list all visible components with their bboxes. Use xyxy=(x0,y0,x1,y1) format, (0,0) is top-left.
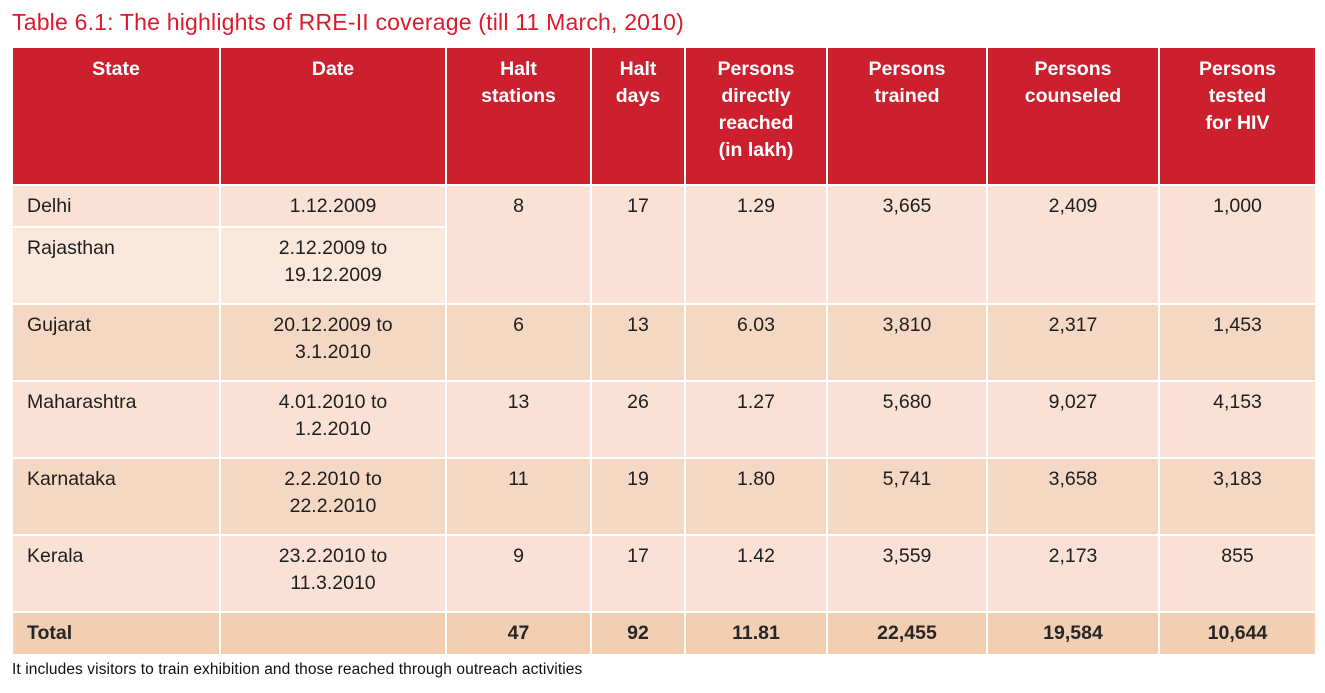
cell-directly-reached: 6.03 xyxy=(684,303,828,383)
col-header-counseled: Persons counseled xyxy=(986,46,1160,186)
cell-tested: 3,183 xyxy=(1158,457,1317,537)
col-header-state: State xyxy=(11,46,221,186)
cell-total-label: Total xyxy=(11,611,221,656)
cell-total-halt-stations: 47 xyxy=(445,611,592,656)
col-header-directly-reached: Persons directly reached (in lakh) xyxy=(684,46,828,186)
cell-total-counseled: 19,584 xyxy=(986,611,1160,656)
cell-trained: 3,559 xyxy=(826,534,988,614)
cell-counseled: 9,027 xyxy=(986,380,1160,460)
header-row: State Date Halt stations Halt days Perso… xyxy=(11,46,1317,186)
cell-tested: 1,453 xyxy=(1158,303,1317,383)
col-header-tested: Persons tested for HIV xyxy=(1158,46,1317,186)
cell-state: Kerala xyxy=(11,534,221,614)
cell-halt-stations: 8 xyxy=(445,183,592,306)
cell-trained: 5,680 xyxy=(826,380,988,460)
col-header-trained: Persons trained xyxy=(826,46,988,186)
cell-halt-days: 17 xyxy=(590,534,686,614)
cell-total-tested: 10,644 xyxy=(1158,611,1317,656)
cell-trained: 3,810 xyxy=(826,303,988,383)
cell-counseled: 2,409 xyxy=(986,183,1160,306)
table-row-gujarat: Gujarat 20.12.2009 to 3.1.2010 6 13 6.03… xyxy=(11,303,1317,383)
cell-counseled: 2,317 xyxy=(986,303,1160,383)
cell-halt-stations: 13 xyxy=(445,380,592,460)
cell-date: 20.12.2009 to 3.1.2010 xyxy=(219,303,447,383)
cell-directly-reached: 1.42 xyxy=(684,534,828,614)
cell-halt-days: 26 xyxy=(590,380,686,460)
cell-halt-stations: 9 xyxy=(445,534,592,614)
cell-total-halt-days: 92 xyxy=(590,611,686,656)
cell-state: Delhi xyxy=(11,183,221,229)
footnote: It includes visitors to train exhibition… xyxy=(12,660,583,678)
cell-state: Maharashtra xyxy=(11,380,221,460)
table-row-rajasthan: Rajasthan 2.12.2009 to 19.12.2009 xyxy=(11,226,1316,306)
cell-date: 4.01.2010 to 1.2.2010 xyxy=(219,380,447,460)
cell-trained: 5,741 xyxy=(826,457,988,537)
cell-date: 1.12.2009 xyxy=(219,183,447,229)
col-header-halt-days: Halt days xyxy=(590,46,686,186)
cell-state: Rajasthan xyxy=(11,226,221,306)
table-row-maharashtra: Maharashtra 4.01.2010 to 1.2.2010 13 26 … xyxy=(11,380,1317,460)
coverage-table: State Date Halt stations Halt days Perso… xyxy=(11,46,1317,656)
cell-counseled: 2,173 xyxy=(986,534,1160,614)
cell-date: 2.12.2009 to 19.12.2009 xyxy=(219,226,447,306)
cell-state: Karnataka xyxy=(11,457,221,537)
col-header-halt-stations: Halt stations xyxy=(445,46,592,186)
cell-total-directly-reached: 11.81 xyxy=(684,611,828,656)
col-header-date: Date xyxy=(219,46,447,186)
cell-state: Gujarat xyxy=(11,303,221,383)
cell-total-date-empty xyxy=(219,611,447,656)
cell-halt-days: 17 xyxy=(590,183,686,306)
cell-tested: 1,000 xyxy=(1158,183,1317,306)
table-title: Table 6.1: The highlights of RRE-II cove… xyxy=(12,9,685,35)
cell-date: 23.2.2010 to 11.3.2010 xyxy=(219,534,447,614)
table-row-karnataka: Karnataka 2.2.2010 to 22.2.2010 11 19 1.… xyxy=(11,457,1317,537)
cell-date: 2.2.2010 to 22.2.2010 xyxy=(219,457,447,537)
table-row-kerala: Kerala 23.2.2010 to 11.3.2010 9 17 1.42 … xyxy=(11,534,1317,614)
cell-trained: 3,665 xyxy=(826,183,988,306)
table-row-delhi: Delhi 1.12.2009 8 17 1.29 3,665 2,409 1,… xyxy=(11,183,1317,306)
cell-directly-reached: 1.29 xyxy=(684,183,828,306)
cell-directly-reached: 1.27 xyxy=(684,380,828,460)
cell-directly-reached: 1.80 xyxy=(684,457,828,537)
cell-halt-stations: 6 xyxy=(445,303,592,383)
cell-total-trained: 22,455 xyxy=(826,611,988,656)
table-row-total: Total 47 92 11.81 22,455 19,584 10,644 xyxy=(11,611,1317,656)
cell-halt-days: 19 xyxy=(590,457,686,537)
cell-tested: 855 xyxy=(1158,534,1317,614)
cell-halt-days: 13 xyxy=(590,303,686,383)
cell-counseled: 3,658 xyxy=(986,457,1160,537)
cell-halt-stations: 11 xyxy=(445,457,592,537)
cell-tested: 4,153 xyxy=(1158,380,1317,460)
